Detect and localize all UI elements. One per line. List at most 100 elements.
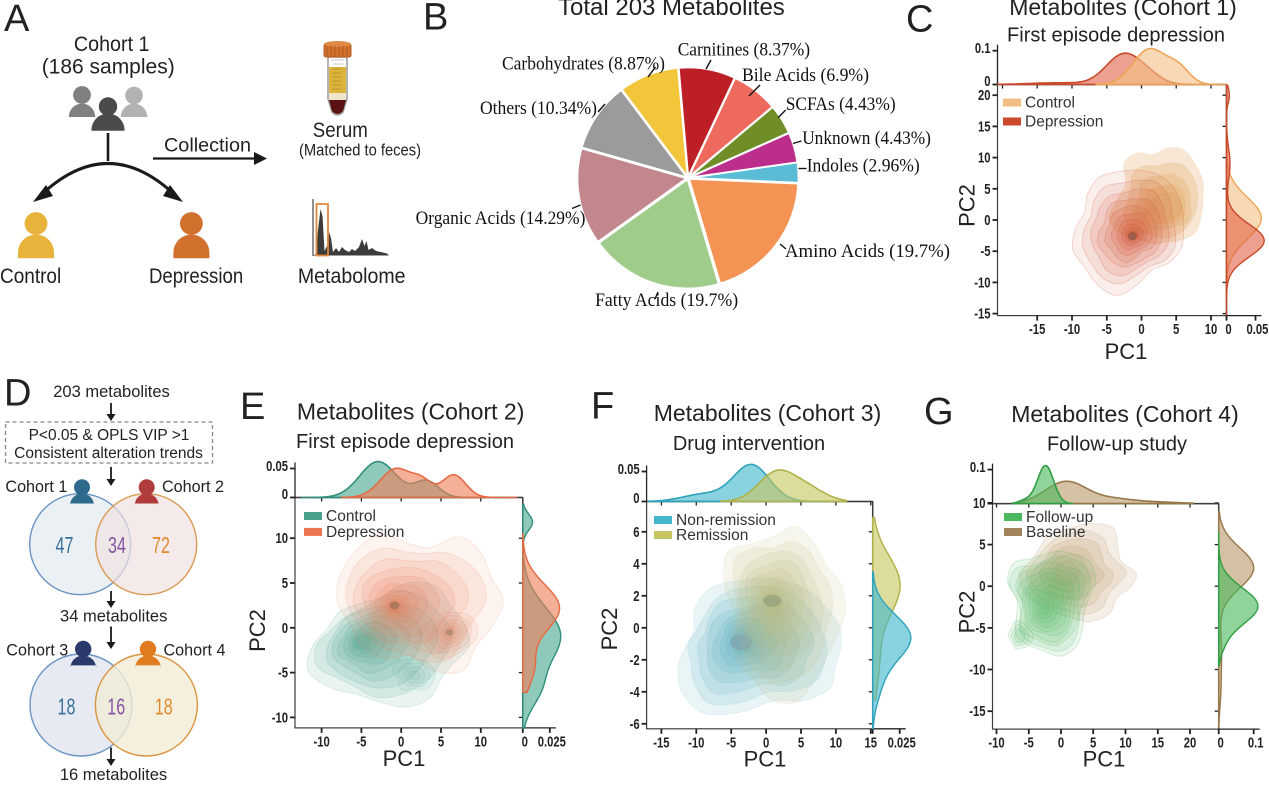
- svg-text:72: 72: [152, 532, 170, 558]
- svg-text:-5: -5: [981, 243, 991, 260]
- svg-text:SCFAs (4.43%): SCFAs (4.43%): [786, 94, 896, 115]
- svg-text:Cohort 1: Cohort 1: [5, 477, 67, 496]
- svg-text:D: D: [4, 373, 31, 415]
- svg-text:Control: Control: [326, 508, 376, 525]
- svg-text:0.05: 0.05: [1247, 321, 1269, 338]
- svg-text:Cohort 4: Cohort 4: [164, 641, 226, 660]
- svg-text:PC1: PC1: [383, 746, 426, 771]
- svg-text:F: F: [591, 386, 614, 428]
- svg-text:Metabolites (Cohort 4): Metabolites (Cohort 4): [1011, 401, 1239, 427]
- svg-text:5: 5: [438, 733, 444, 750]
- svg-text:0: 0: [763, 734, 769, 751]
- svg-text:10: 10: [475, 733, 488, 750]
- svg-text:20: 20: [1184, 735, 1197, 752]
- svg-text:Bile Acids (6.9%): Bile Acids (6.9%): [742, 65, 869, 86]
- svg-text:34: 34: [108, 532, 126, 558]
- svg-text:PC1: PC1: [744, 747, 787, 772]
- svg-text:-5: -5: [726, 734, 736, 751]
- svg-text:18: 18: [155, 694, 173, 720]
- svg-text:-15: -15: [1029, 321, 1045, 338]
- svg-text:0: 0: [282, 486, 288, 503]
- svg-text:Metabolites (Cohort 1): Metabolites (Cohort 1): [1009, 0, 1237, 20]
- svg-text:Metabolites (Cohort 3): Metabolites (Cohort 3): [654, 400, 882, 426]
- svg-text:10: 10: [978, 150, 991, 167]
- svg-text:-10: -10: [969, 662, 985, 679]
- svg-text:Drug intervention: Drug intervention: [673, 433, 825, 455]
- svg-text:0: 0: [979, 578, 985, 595]
- svg-text:0: 0: [1058, 735, 1064, 752]
- svg-text:5: 5: [979, 537, 985, 554]
- svg-text:-5: -5: [1024, 735, 1034, 752]
- svg-text:Collection: Collection: [164, 136, 251, 157]
- svg-text:PC2: PC2: [597, 608, 622, 651]
- svg-text:0: 0: [1138, 321, 1144, 338]
- svg-text:2: 2: [633, 588, 639, 605]
- svg-text:0.1: 0.1: [975, 40, 991, 57]
- svg-text:4: 4: [633, 556, 640, 573]
- svg-text:Control: Control: [0, 265, 61, 288]
- svg-text:-15: -15: [974, 306, 990, 323]
- svg-text:Cohort 3: Cohort 3: [6, 641, 68, 660]
- svg-text:10: 10: [1205, 321, 1218, 338]
- svg-text:-10: -10: [688, 734, 704, 751]
- svg-text:-5: -5: [278, 665, 288, 682]
- svg-text:-10: -10: [272, 709, 288, 726]
- svg-text:-10: -10: [313, 733, 329, 750]
- svg-text:Follow-up study: Follow-up study: [1047, 434, 1187, 456]
- svg-text:0: 0: [633, 620, 639, 637]
- svg-text:PC2: PC2: [955, 591, 980, 634]
- svg-text:0: 0: [984, 212, 990, 229]
- svg-text:-10: -10: [1064, 321, 1080, 338]
- svg-text:0.025: 0.025: [538, 733, 566, 750]
- svg-text:Total 203 Metabolites: Total 203 Metabolites: [558, 0, 785, 21]
- svg-text:0: 0: [633, 490, 639, 507]
- svg-text:-10: -10: [974, 274, 990, 291]
- svg-text:Carbohydrates (8.87%): Carbohydrates (8.87%): [502, 54, 665, 75]
- svg-text:0.1: 0.1: [1248, 735, 1264, 752]
- svg-text:10: 10: [973, 495, 986, 512]
- svg-text:(Matched to feces): (Matched to feces): [299, 140, 421, 159]
- svg-text:Metabolites (Cohort 2): Metabolites (Cohort 2): [297, 399, 525, 425]
- svg-text:Carnitines (8.37%): Carnitines (8.37%): [678, 40, 810, 61]
- svg-text:Depression: Depression: [1025, 114, 1103, 131]
- svg-text:(186 samples): (186 samples): [42, 56, 175, 79]
- svg-text:Baseline: Baseline: [1026, 524, 1085, 541]
- svg-text:15: 15: [978, 118, 991, 135]
- svg-text:Organic Acids (14.29%): Organic Acids (14.29%): [416, 208, 586, 229]
- svg-text:-5: -5: [356, 733, 366, 750]
- svg-text:First episode depression: First episode depression: [296, 431, 514, 453]
- svg-text:Consistent alteration trends: Consistent alteration trends: [14, 445, 203, 462]
- svg-text:0.1: 0.1: [970, 459, 986, 476]
- svg-text:5: 5: [1173, 321, 1179, 338]
- svg-text:5: 5: [282, 575, 288, 592]
- svg-text:10: 10: [1119, 735, 1132, 752]
- svg-text:PC2: PC2: [245, 609, 270, 652]
- svg-text:-15: -15: [653, 734, 669, 751]
- svg-text:Control: Control: [1025, 95, 1075, 112]
- svg-text:15: 15: [1152, 735, 1165, 752]
- svg-text:10: 10: [830, 734, 843, 751]
- svg-text:16: 16: [107, 694, 125, 720]
- svg-text:First episode depression: First episode depression: [1007, 25, 1225, 47]
- svg-text:Serum: Serum: [313, 119, 368, 142]
- svg-text:0.025: 0.025: [888, 734, 916, 751]
- svg-text:E: E: [240, 386, 265, 428]
- svg-text:Unknown (4.43%): Unknown (4.43%): [802, 128, 931, 149]
- svg-text:0: 0: [1218, 735, 1224, 752]
- svg-text:PC1: PC1: [1083, 747, 1126, 772]
- svg-text:0.05: 0.05: [266, 458, 288, 475]
- svg-text:Depression: Depression: [149, 265, 243, 288]
- svg-text:Depression: Depression: [326, 524, 404, 541]
- svg-text:5: 5: [798, 734, 804, 751]
- svg-text:Others (10.34%): Others (10.34%): [480, 98, 597, 119]
- svg-text:-10: -10: [988, 735, 1004, 752]
- svg-text:0: 0: [522, 733, 528, 750]
- svg-text:47: 47: [56, 532, 74, 558]
- svg-text:0.05: 0.05: [618, 461, 640, 478]
- svg-text:-5: -5: [1102, 321, 1112, 338]
- svg-text:0: 0: [984, 73, 990, 90]
- svg-text:5: 5: [1090, 735, 1096, 752]
- svg-text:0: 0: [282, 620, 288, 637]
- svg-text:G: G: [924, 391, 954, 433]
- svg-text:5: 5: [984, 181, 990, 198]
